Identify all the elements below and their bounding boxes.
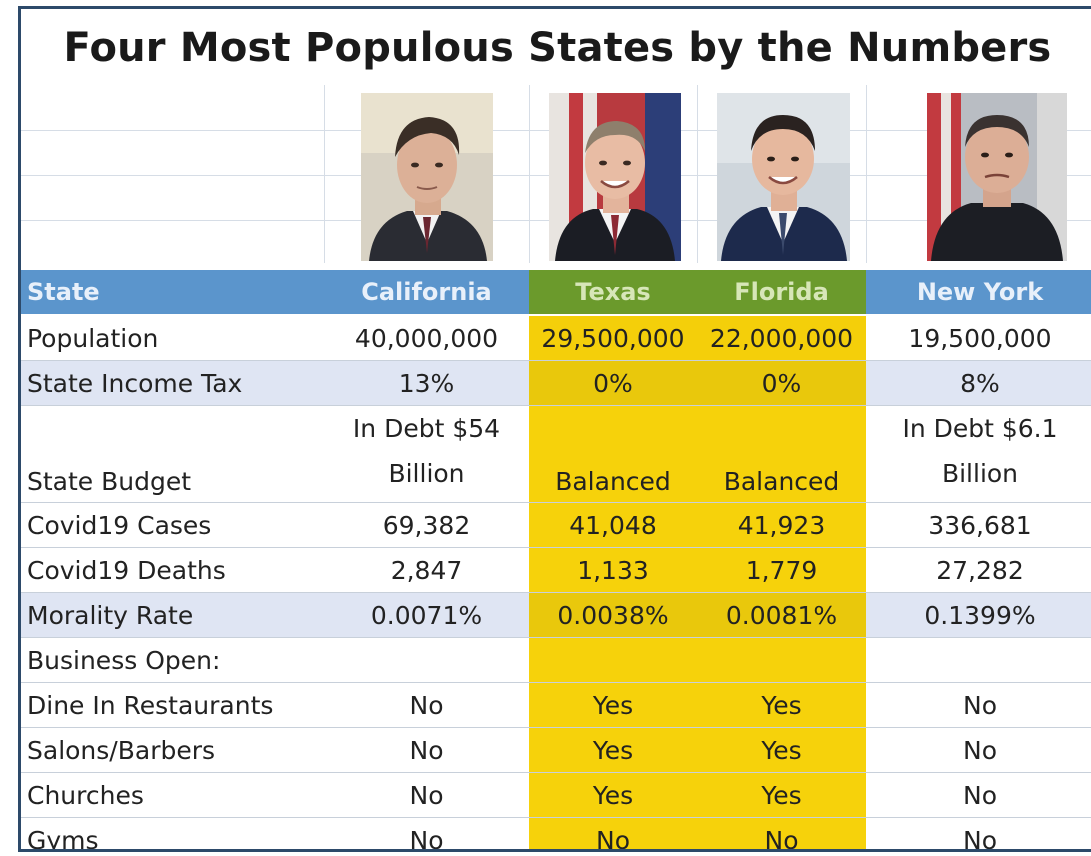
gridline <box>697 85 698 263</box>
row-label: Churches <box>21 772 324 818</box>
budget-line-2: Billion <box>388 459 465 488</box>
covid-deaths-row: Covid19 Deaths 2,847 1,133 1,779 27,282 <box>21 547 1091 593</box>
row-label: Gyms <box>21 817 324 849</box>
california-value: No <box>324 817 529 849</box>
new-york-column-header: New York <box>866 270 1091 316</box>
california-value: 0.0071% <box>324 592 529 638</box>
new-york-value: No <box>866 772 1091 818</box>
new-york-value: 0.1399% <box>866 592 1091 638</box>
texas-value: 0% <box>529 360 697 406</box>
texas-value: Balanced <box>529 405 697 503</box>
texas-governor-photo <box>549 93 681 261</box>
churches-row: Churches No Yes Yes No <box>21 772 1091 818</box>
new-york-value <box>866 637 1091 683</box>
row-label: Business Open: <box>21 637 324 683</box>
gridline <box>529 85 530 263</box>
budget-line-2: Billion <box>941 459 1019 488</box>
california-value: 69,382 <box>324 502 529 548</box>
new-york-value: No <box>866 817 1091 849</box>
gridline <box>866 85 867 263</box>
california-value: 2,847 <box>324 547 529 593</box>
california-value: No <box>324 772 529 818</box>
florida-value: No <box>697 817 866 849</box>
gridline <box>324 85 325 263</box>
new-york-value: 8% <box>866 360 1091 406</box>
texas-value: 0.0038% <box>529 592 697 638</box>
portrait-image <box>717 93 850 261</box>
california-value: In Debt $54 Billion <box>324 405 529 503</box>
new-york-value: 336,681 <box>866 502 1091 548</box>
california-value: No <box>324 727 529 773</box>
california-governor-photo <box>361 93 493 261</box>
state-column-header: State <box>21 270 324 316</box>
morality-rate-row: Morality Rate 0.0071% 0.0038% 0.0081% 0.… <box>21 592 1091 638</box>
infographic-frame: Four Most Populous States by the Numbers <box>18 6 1091 852</box>
california-value <box>324 637 529 683</box>
portrait-image <box>361 93 493 261</box>
row-label: State Income Tax <box>21 360 324 406</box>
florida-value: Yes <box>697 682 866 728</box>
row-label: Salons/Barbers <box>21 727 324 773</box>
gyms-row: Gyms No No No No <box>21 817 1091 849</box>
california-value: 40,000,000 <box>324 315 529 361</box>
income-tax-row: State Income Tax 13% 0% 0% 8% <box>21 360 1091 406</box>
budget-line-1: In Debt $54 <box>352 414 501 443</box>
portrait-image <box>927 93 1067 261</box>
florida-value: 0% <box>697 360 866 406</box>
budget-row: State Budget In Debt $54 Billion Balance… <box>21 405 1091 503</box>
new-york-value: No <box>866 682 1091 728</box>
texas-value: Yes <box>529 682 697 728</box>
business-open-row: Business Open: <box>21 637 1091 683</box>
florida-value: Balanced <box>697 405 866 503</box>
row-label: Dine In Restaurants <box>21 682 324 728</box>
florida-value: 0.0081% <box>697 592 866 638</box>
florida-value: Yes <box>697 772 866 818</box>
dine-in-row: Dine In Restaurants No Yes Yes No <box>21 682 1091 728</box>
florida-value <box>697 637 866 683</box>
row-label: Covid19 Cases <box>21 502 324 548</box>
row-label: Covid19 Deaths <box>21 547 324 593</box>
florida-value: Yes <box>697 727 866 773</box>
florida-column-header: Florida <box>697 270 866 316</box>
new-york-governor-photo <box>927 93 1067 261</box>
new-york-value: 19,500,000 <box>866 315 1091 361</box>
budget-line-1: In Debt $6.1 <box>902 414 1058 443</box>
florida-value: 22,000,000 <box>697 315 866 361</box>
florida-value: 41,923 <box>697 502 866 548</box>
texas-column-header: Texas <box>529 270 697 316</box>
california-value: No <box>324 682 529 728</box>
new-york-value: 27,282 <box>866 547 1091 593</box>
header-row: State California Texas Florida New York <box>21 270 1091 316</box>
texas-value: 41,048 <box>529 502 697 548</box>
texas-value <box>529 637 697 683</box>
infographic-title: Four Most Populous States by the Numbers <box>63 25 1052 71</box>
california-column-header: California <box>324 270 529 316</box>
salons-row: Salons/Barbers No Yes Yes No <box>21 727 1091 773</box>
florida-governor-photo <box>717 93 850 261</box>
portrait-image <box>549 93 681 261</box>
texas-value: 29,500,000 <box>529 315 697 361</box>
texas-value: Yes <box>529 772 697 818</box>
texas-value: 1,133 <box>529 547 697 593</box>
state-comparison-table: State California Texas Florida New York … <box>21 270 1091 849</box>
covid-cases-row: Covid19 Cases 69,382 41,048 41,923 336,6… <box>21 502 1091 548</box>
california-value: 13% <box>324 360 529 406</box>
row-label: Morality Rate <box>21 592 324 638</box>
texas-value: No <box>529 817 697 849</box>
population-row: Population 40,000,000 29,500,000 22,000,… <box>21 315 1091 361</box>
new-york-value: No <box>866 727 1091 773</box>
row-label: Population <box>21 315 324 361</box>
new-york-value: In Debt $6.1 Billion <box>866 405 1091 503</box>
texas-value: Yes <box>529 727 697 773</box>
row-label: State Budget <box>21 405 324 503</box>
florida-value: 1,779 <box>697 547 866 593</box>
